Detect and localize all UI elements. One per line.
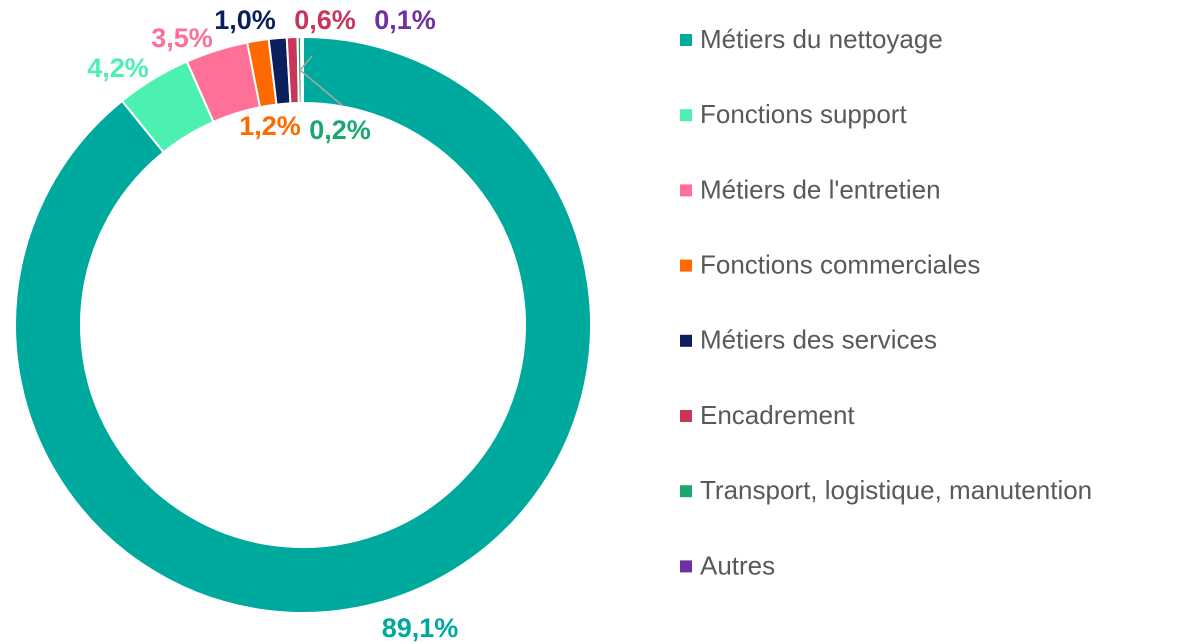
leader-line (299, 69, 344, 107)
legend-swatch (680, 184, 692, 197)
legend-swatch (680, 485, 692, 498)
legend-swatch (680, 34, 692, 46)
legend-label: Transport, logistique, manutention (700, 475, 1092, 505)
legend-label: Fonctions support (700, 99, 907, 129)
leader-line (299, 55, 313, 71)
legend-swatch (680, 259, 692, 272)
data-label: 1,2% (239, 111, 301, 141)
legend-swatch (680, 334, 692, 347)
data-label: 0,2% (309, 115, 371, 145)
data-label: 0,6% (294, 5, 356, 35)
legend-label: Métiers de l'entretien (700, 174, 941, 204)
data-label: 89,1% (382, 613, 459, 643)
data-label: 4,2% (87, 53, 149, 83)
data-label: 1,0% (214, 5, 276, 35)
slice (300, 35, 304, 105)
legend-label: Fonctions commerciales (700, 249, 980, 279)
data-label: 3,5% (151, 23, 213, 53)
legend-swatch (680, 560, 692, 573)
legend-swatch (680, 410, 692, 422)
legend-label: Métiers du nettoyage (700, 24, 943, 54)
legend-label: Autres (700, 550, 775, 580)
donut (14, 35, 592, 614)
data-label: 0,1% (374, 5, 436, 35)
slice (14, 35, 592, 614)
legend-label: Métiers des services (700, 325, 937, 355)
legend-label: Encadrement (700, 400, 855, 430)
legend-swatch (680, 109, 692, 122)
